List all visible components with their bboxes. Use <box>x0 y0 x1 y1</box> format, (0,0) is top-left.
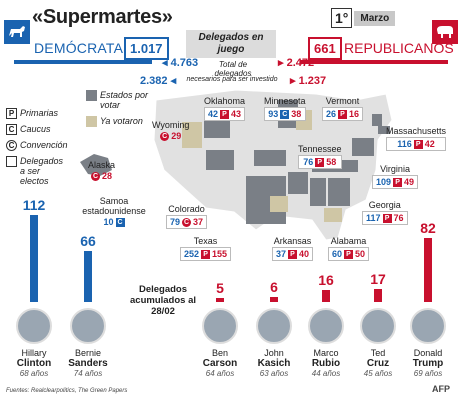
legend: P Primarias C Caucus C Convención Delegados… <box>6 108 68 186</box>
candidate-photo-clinton <box>16 308 52 344</box>
delegate-bar-cruz <box>374 288 382 302</box>
legend-primarias: P Primarias <box>6 108 68 119</box>
date-day: 1° <box>331 8 353 28</box>
legend-delegados: Delegados a ser electos <box>6 156 68 186</box>
alaska-shape <box>80 154 112 176</box>
delegate-bar-sanders <box>84 250 92 302</box>
dem-label: DEMÓCRATAS <box>34 40 133 56</box>
donkey-icon <box>4 20 30 44</box>
candidate-name-carson: Ben Carson 64 años <box>202 348 238 378</box>
delegate-bar-carson <box>216 298 224 302</box>
delegates-in-play-box: Delegados en juego <box>186 30 276 58</box>
delegate-bar-clinton <box>30 214 38 302</box>
delegate-bar-trump <box>424 238 432 302</box>
state-oklahoma: Oklahoma 42 P 43 <box>204 96 246 121</box>
needed-text: necesarios para ser investido <box>186 76 278 83</box>
state-virginia: Virginia 109 P 49 <box>372 164 419 189</box>
state-colorado: Colorado 79 C 37 <box>166 204 208 229</box>
candidate-photo-rubio <box>308 308 344 344</box>
candidate-name-clinton: Hillary Clinton 68 años <box>16 348 52 378</box>
rep-label: REPUBLICANOS <box>344 40 454 56</box>
legend-por-votar: Estados por votar <box>86 90 156 110</box>
rep-total: ▸ 2.472 <box>278 57 315 69</box>
delegate-count-trump: 82 <box>420 220 436 237</box>
state-texas: Texas 252 P 155 <box>180 236 232 261</box>
total-text: Total de delegados <box>214 60 252 78</box>
candidate-photo-kasich <box>256 308 292 344</box>
candidate-name-rubio: Marco Rubio 44 años <box>311 348 341 378</box>
rep-count: 661 <box>308 37 342 60</box>
accumulated-label: Delegados acumulados al 28/02 <box>130 284 196 317</box>
delegate-count-sanders: 66 <box>80 232 96 249</box>
dem-count: 1.017 <box>124 37 169 60</box>
sources-footer: Fuentes: Realclearpolitics, The Green Pa… <box>6 388 128 394</box>
delegate-count-rubio: 16 <box>318 271 334 288</box>
candidate-photo-trump <box>410 308 446 344</box>
state-massachusetts: Massachusetts 116 P 42 <box>386 126 447 151</box>
page-title: «Supermartes» <box>32 6 173 28</box>
delegate-bar-kasich <box>270 297 278 302</box>
state-alabama: Alabama 60 P 50 <box>328 236 370 261</box>
dem-needed: 2.382 ◂ <box>140 75 177 87</box>
dem-bar <box>14 60 152 64</box>
candidate-photo-cruz <box>360 308 396 344</box>
state-wyoming: Wyoming C 29 <box>152 120 190 141</box>
legend-caucus: C Caucus <box>6 124 68 135</box>
us-map <box>153 89 393 241</box>
legend-map: Estados por votar Ya votaron <box>86 90 156 127</box>
candidate-name-cruz: Ted Cruz 45 años <box>363 348 393 378</box>
candidate-name-sanders: Bernie Sanders 74 años <box>68 348 108 378</box>
candidate-name-kasich: John Kasich 63 años <box>257 348 291 378</box>
state-georgia: Georgia 117 P 76 <box>362 200 408 225</box>
candidate-photo-carson <box>202 308 238 344</box>
rep-needed: ▸ 1.237 <box>290 75 327 87</box>
state-alaska: Alaska C 28 <box>88 160 116 181</box>
state-arkansas: Arkansas 37 P 40 <box>272 236 314 261</box>
candidate-name-trump: Donald Trump 69 años <box>412 348 444 378</box>
date-month: Marzo <box>354 10 396 26</box>
dem-total: ◂ 4.763 <box>162 57 199 69</box>
candidate-photo-sanders <box>70 308 106 344</box>
elephant-icon <box>432 20 458 44</box>
delegate-bar-rubio <box>322 289 330 302</box>
state-vermont: Vermont 26 P 16 <box>322 96 364 121</box>
date-badge: 1° Marzo <box>331 8 396 28</box>
legend-convencion: C Convención <box>6 140 68 151</box>
delegate-count-kasich: 6 <box>270 279 278 296</box>
state-samoa: Samoa estadounidense 10 C <box>82 196 146 227</box>
delegate-count-cruz: 17 <box>370 270 386 287</box>
state-tennessee: Tennessee 76 P 58 <box>298 144 342 169</box>
afp-logo: AFP <box>432 384 450 394</box>
delegate-count-clinton: 112 <box>22 196 46 213</box>
legend-ya-votaron: Ya votaron <box>86 116 156 127</box>
state-minnesota: Minnesota 93 C 38 <box>264 96 306 121</box>
delegate-count-carson: 5 <box>216 280 224 296</box>
rep-bar <box>300 60 448 64</box>
